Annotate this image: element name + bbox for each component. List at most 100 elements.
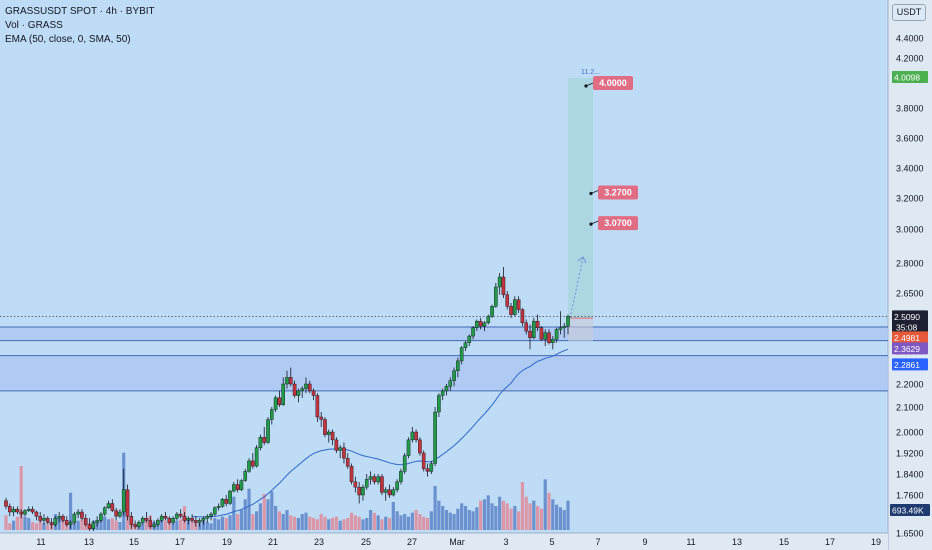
volume-bar	[209, 523, 213, 530]
candle-body	[307, 383, 312, 392]
candle-body	[361, 486, 365, 496]
candle-body	[140, 518, 145, 523]
target-label-box	[598, 185, 638, 200]
volume-bar	[171, 523, 175, 530]
time-tick-label: 19	[871, 537, 881, 547]
candle-body	[247, 460, 251, 472]
volume-bar	[460, 503, 464, 530]
volume-bar	[285, 510, 289, 530]
candle-body	[380, 476, 384, 493]
candle-body	[262, 437, 267, 443]
candle-body	[15, 508, 20, 513]
candle-body	[319, 416, 323, 420]
target-label-box	[593, 76, 633, 90]
volume-bar	[270, 491, 274, 530]
target-label-text: 3.0700	[604, 218, 632, 228]
candle-body	[235, 484, 240, 490]
volume-bar	[342, 519, 346, 530]
volume-bar	[46, 524, 50, 530]
candle-body	[509, 306, 513, 315]
volume-bar	[27, 518, 31, 530]
volume-bar	[532, 500, 536, 530]
candle-body	[547, 332, 551, 343]
plot-background	[0, 0, 888, 533]
ema-indicator-label[interactable]: EMA (50, close, 0, SMA, 50)	[5, 34, 131, 45]
candle-body	[266, 419, 270, 443]
price-axis-background	[888, 0, 932, 550]
candle-body	[57, 516, 61, 519]
price-badge	[892, 310, 928, 333]
candle-body	[410, 431, 415, 441]
price-tick-label: 1.7600	[896, 491, 924, 501]
volume-bar	[547, 492, 551, 530]
candle-body	[144, 518, 149, 521]
candle-body	[186, 518, 191, 521]
target-label-text: 4.0000	[599, 78, 627, 88]
candle-body	[418, 439, 422, 454]
volume-bar	[110, 518, 114, 530]
volume-bar	[387, 518, 392, 530]
volume-bar	[99, 518, 103, 530]
candle-body	[7, 506, 12, 513]
candle-body	[23, 510, 27, 515]
currency-selector[interactable]: USDT	[892, 4, 926, 21]
volume-bar	[452, 514, 456, 530]
volume-bar	[566, 500, 570, 530]
volume-bar	[444, 510, 449, 530]
volume-bar	[103, 516, 107, 530]
volume-bar	[517, 511, 521, 530]
candle-body	[133, 524, 137, 527]
time-tick-label: 15	[779, 537, 789, 547]
candle-body	[513, 299, 517, 315]
volume-bar	[42, 523, 46, 530]
volume-indicator-label[interactable]: Vol · GRASS	[5, 20, 63, 31]
time-tick-label: 11	[686, 537, 695, 547]
volume-bar	[330, 518, 335, 530]
candle-body	[467, 335, 472, 343]
volume-bar	[425, 518, 430, 530]
volume-bar	[15, 516, 19, 530]
candle-body	[353, 481, 358, 488]
volume-bar	[509, 508, 513, 530]
candle-body	[53, 518, 58, 525]
candle-body	[95, 520, 99, 523]
volume-bar	[437, 500, 441, 530]
candle-body	[486, 316, 491, 324]
candle-body	[61, 516, 65, 521]
volume-bar	[239, 510, 244, 530]
target-label-box	[598, 216, 638, 231]
volume-bar	[486, 495, 490, 530]
candle-body	[562, 325, 567, 328]
ema-line	[192, 348, 569, 518]
price-badge-label: 4.0098	[894, 73, 920, 83]
volume-bar	[76, 520, 80, 530]
volume-bar	[300, 514, 304, 530]
candle-body	[125, 489, 130, 517]
volume-bar	[23, 516, 27, 530]
volume-bar	[494, 506, 498, 530]
volume-bar	[490, 503, 494, 530]
candle-body	[114, 510, 118, 517]
forecast-arrowhead	[577, 256, 587, 264]
target-connector	[590, 190, 599, 194]
volume-bar	[61, 519, 65, 530]
volume-bar	[72, 523, 76, 530]
volume-bar	[114, 520, 118, 530]
price-badge	[892, 331, 928, 344]
candle-body	[326, 431, 331, 435]
candle-body	[444, 386, 449, 392]
price-tick-label: 3.8000	[896, 104, 924, 114]
volume-bar	[236, 514, 240, 530]
volume-bar	[251, 514, 255, 530]
volume-bar	[190, 520, 194, 530]
volume-bar	[304, 512, 308, 530]
candle-body	[258, 437, 263, 448]
price-badge-label: 2.4981	[894, 333, 920, 343]
symbol-title[interactable]: GRASSUSDT SPOT · 4h · BYBIT	[5, 6, 155, 17]
volume-bar	[551, 499, 555, 530]
candle-body	[72, 513, 77, 523]
candle-body	[292, 383, 297, 396]
candle-body	[505, 294, 510, 307]
